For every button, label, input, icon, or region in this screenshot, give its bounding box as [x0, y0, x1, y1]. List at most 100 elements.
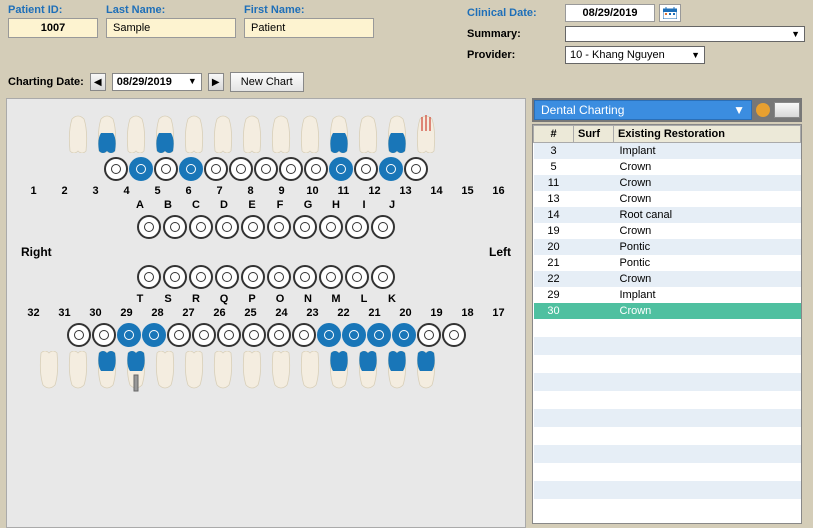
tooth-26[interactable]: [209, 351, 237, 393]
occlusal-28[interactable]: [167, 323, 191, 347]
tooth-3[interactable]: [93, 111, 121, 153]
tooth-32[interactable]: [35, 351, 63, 393]
table-row[interactable]: 22Crown: [534, 271, 801, 287]
grid-mode-button[interactable]: [774, 102, 800, 118]
occlusal-9[interactable]: [279, 157, 303, 181]
col-header-num[interactable]: #: [534, 126, 574, 143]
tooth-29[interactable]: [122, 351, 150, 393]
occlusal-5[interactable]: [179, 157, 203, 181]
tooth-17[interactable]: [470, 351, 498, 393]
last-name-input[interactable]: [106, 18, 236, 38]
table-row[interactable]: 21Pontic: [534, 255, 801, 271]
new-chart-button[interactable]: New Chart: [230, 72, 304, 92]
primary-occlusal[interactable]: [293, 265, 317, 289]
table-row[interactable]: [534, 319, 801, 337]
occlusal-14[interactable]: [404, 157, 428, 181]
tooth-8[interactable]: [238, 111, 266, 153]
occlusal-19[interactable]: [392, 323, 416, 347]
next-button[interactable]: ▶: [208, 73, 224, 91]
table-row[interactable]: [534, 445, 801, 463]
occlusal-30[interactable]: [117, 323, 141, 347]
table-row[interactable]: 5Crown: [534, 159, 801, 175]
first-name-input[interactable]: [244, 18, 374, 38]
table-row[interactable]: [534, 463, 801, 481]
primary-occlusal[interactable]: [319, 265, 343, 289]
primary-occlusal[interactable]: [215, 265, 239, 289]
primary-occlusal[interactable]: [137, 215, 161, 239]
primary-occlusal[interactable]: [137, 265, 161, 289]
primary-occlusal[interactable]: [163, 265, 187, 289]
table-row[interactable]: 11Crown: [534, 175, 801, 191]
tooth-7[interactable]: [209, 111, 237, 153]
occlusal-10[interactable]: [304, 157, 328, 181]
tooth-14[interactable]: [412, 111, 440, 153]
occlusal-22[interactable]: [317, 323, 341, 347]
tooth-20[interactable]: [383, 351, 411, 393]
chart-type-combo[interactable]: Dental Charting ▼: [534, 100, 752, 120]
tooth-1[interactable]: [35, 111, 63, 153]
prev-button[interactable]: ◀: [90, 73, 106, 91]
tooth-24[interactable]: [267, 351, 295, 393]
tooth-31[interactable]: [64, 351, 92, 393]
table-row[interactable]: [534, 481, 801, 499]
col-header-surf[interactable]: Surf: [574, 126, 614, 143]
occlusal-32[interactable]: [67, 323, 91, 347]
primary-occlusal[interactable]: [293, 215, 317, 239]
table-row[interactable]: 14Root canal: [534, 207, 801, 223]
primary-occlusal[interactable]: [241, 215, 265, 239]
tooth-13[interactable]: [383, 111, 411, 153]
table-row[interactable]: 29Implant: [534, 287, 801, 303]
tooth-11[interactable]: [325, 111, 353, 153]
occlusal-3[interactable]: [129, 157, 153, 181]
tooth-6[interactable]: [180, 111, 208, 153]
tooth-5[interactable]: [151, 111, 179, 153]
occlusal-24[interactable]: [267, 323, 291, 347]
occlusal-8[interactable]: [254, 157, 278, 181]
tooth-16[interactable]: [470, 111, 498, 153]
occlusal-27[interactable]: [192, 323, 216, 347]
occlusal-23[interactable]: [292, 323, 316, 347]
tooth-9[interactable]: [267, 111, 295, 153]
occlusal-17[interactable]: [442, 323, 466, 347]
primary-occlusal[interactable]: [241, 265, 265, 289]
occlusal-12[interactable]: [354, 157, 378, 181]
occlusal-11[interactable]: [329, 157, 353, 181]
dot-icon[interactable]: [756, 103, 770, 117]
occlusal-6[interactable]: [204, 157, 228, 181]
patient-id-input[interactable]: [8, 18, 98, 38]
occlusal-25[interactable]: [242, 323, 266, 347]
primary-occlusal[interactable]: [371, 265, 395, 289]
primary-occlusal[interactable]: [345, 265, 369, 289]
table-row[interactable]: 13Crown: [534, 191, 801, 207]
tooth-25[interactable]: [238, 351, 266, 393]
primary-occlusal[interactable]: [345, 215, 369, 239]
calendar-icon[interactable]: [659, 4, 681, 22]
occlusal-2[interactable]: [104, 157, 128, 181]
table-row[interactable]: [534, 427, 801, 445]
col-header-restoration[interactable]: Existing Restoration: [614, 126, 801, 143]
provider-combo[interactable]: 10 - Khang Nguyen ▼: [565, 46, 705, 64]
occlusal-20[interactable]: [367, 323, 391, 347]
charting-date-combo[interactable]: 08/29/2019 ▼: [112, 73, 202, 91]
primary-occlusal[interactable]: [319, 215, 343, 239]
clinical-date-value[interactable]: 08/29/2019: [565, 4, 655, 22]
occlusal-18[interactable]: [417, 323, 441, 347]
table-row[interactable]: 30Crown: [534, 303, 801, 319]
tooth-27[interactable]: [180, 351, 208, 393]
table-row[interactable]: [534, 373, 801, 391]
primary-occlusal[interactable]: [163, 215, 187, 239]
summary-combo[interactable]: ▼: [565, 26, 805, 42]
primary-occlusal[interactable]: [267, 215, 291, 239]
tooth-22[interactable]: [325, 351, 353, 393]
table-row[interactable]: 3Implant: [534, 143, 801, 160]
occlusal-31[interactable]: [92, 323, 116, 347]
primary-occlusal[interactable]: [189, 215, 213, 239]
occlusal-13[interactable]: [379, 157, 403, 181]
primary-occlusal[interactable]: [189, 265, 213, 289]
tooth-21[interactable]: [354, 351, 382, 393]
table-row[interactable]: [534, 337, 801, 355]
table-row[interactable]: 19Crown: [534, 223, 801, 239]
occlusal-4[interactable]: [154, 157, 178, 181]
primary-occlusal[interactable]: [267, 265, 291, 289]
tooth-23[interactable]: [296, 351, 324, 393]
